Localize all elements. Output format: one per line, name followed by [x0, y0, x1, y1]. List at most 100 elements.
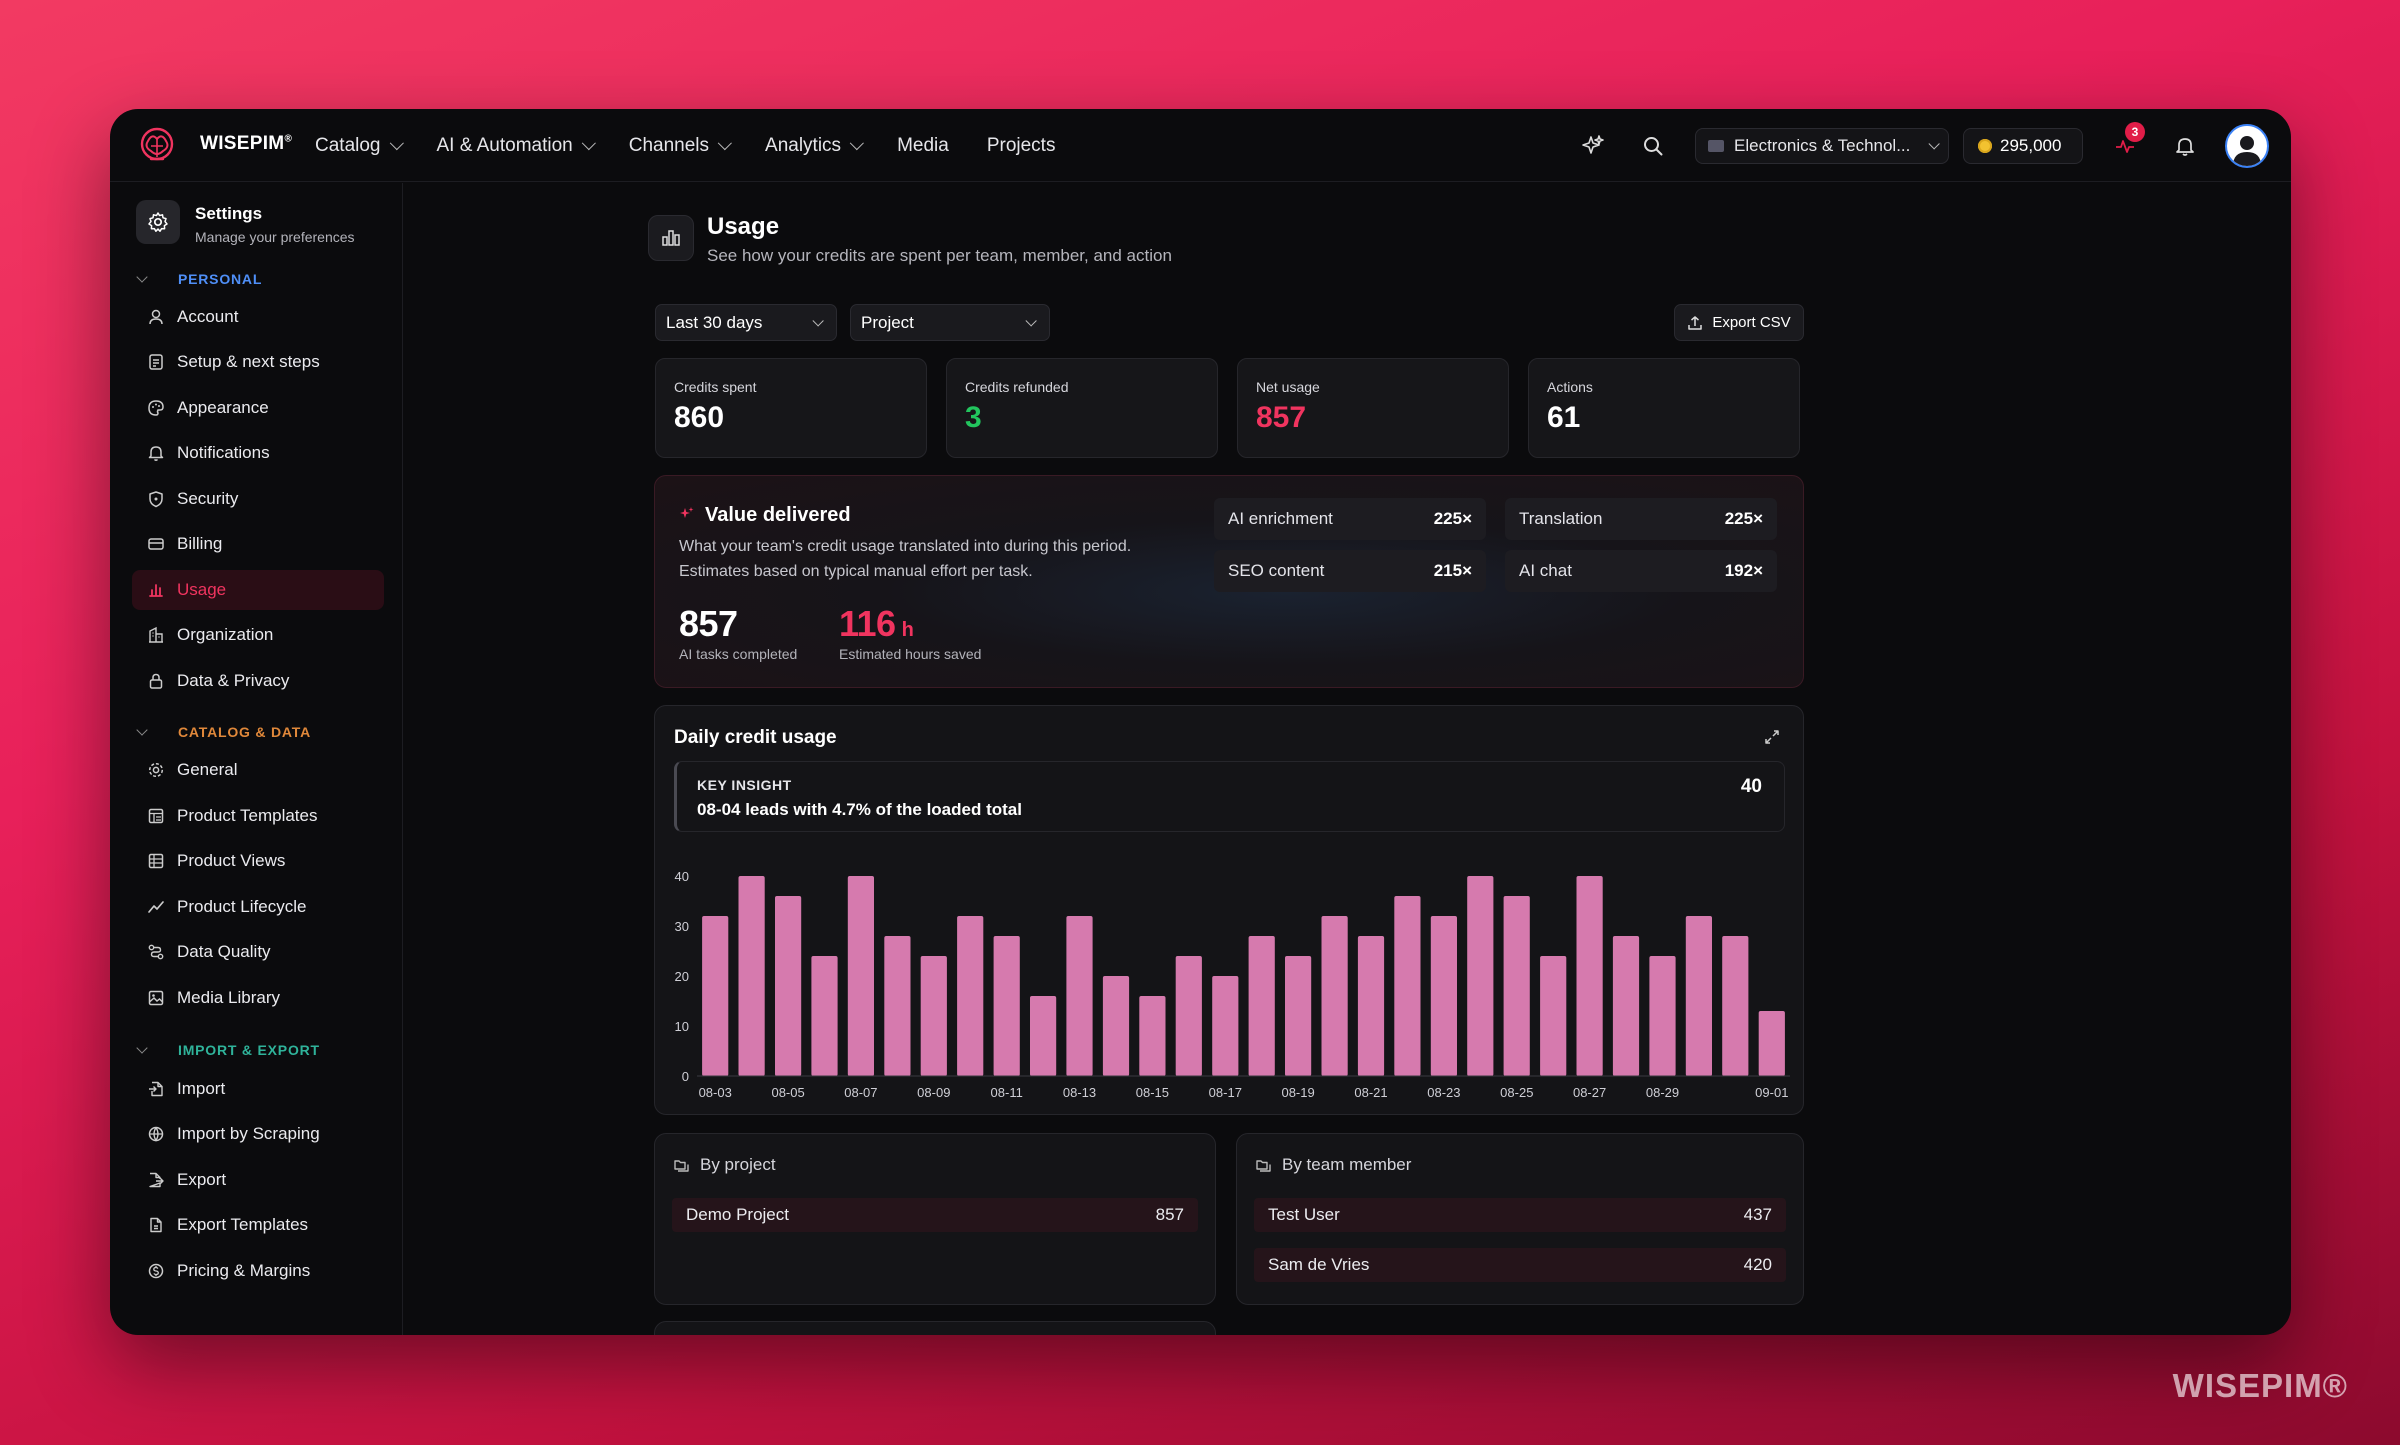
settings-subtitle: Manage your preferences [195, 229, 355, 245]
chart-bar-08-28[interactable] [1612, 936, 1640, 1076]
sidebar-item-billing[interactable]: Billing [132, 524, 384, 564]
list-item[interactable]: Test User 437 [1254, 1198, 1786, 1232]
usage-page: Usage See how your credits are spent per… [404, 183, 2291, 1335]
nav-media[interactable]: Media [897, 134, 949, 156]
section-personal[interactable]: PERSONAL [110, 270, 262, 287]
sidebar-item-data-privacy[interactable]: Data & Privacy [132, 661, 384, 701]
brand-name[interactable]: WISEPIM® [200, 133, 293, 154]
group-by-select[interactable]: Project [850, 304, 1050, 341]
chart-bar-08-18[interactable] [1248, 936, 1275, 1076]
nav-actions: Electronics & Technol... 295,000 3 [1551, 109, 2269, 182]
by-team-member-title: By team member [1282, 1155, 1412, 1174]
chart-bar-08-24[interactable] [1467, 876, 1494, 1076]
user-avatar[interactable] [2225, 123, 2269, 168]
sparkle-icon [680, 507, 694, 518]
nav-projects[interactable]: Projects [986, 134, 1056, 156]
chart-bar-08-15[interactable] [1139, 996, 1166, 1076]
activity-button[interactable]: 3 [2107, 121, 2145, 164]
nav-channels[interactable]: Channels [629, 135, 732, 157]
key-insight: KEY INSIGHT 08-04 leads with 4.7% of the… [674, 761, 1785, 832]
ai-sparkle-button[interactable] [1575, 128, 1611, 164]
chart-bar-09-01[interactable] [1758, 1011, 1785, 1076]
value-delivered-title: Value delivered [705, 504, 851, 526]
sidebar-item-import[interactable]: Import [132, 1069, 384, 1109]
brand-logo-icon[interactable] [137, 127, 177, 165]
sidebar-item-organization[interactable]: Organization [132, 615, 384, 655]
bar-chart-icon [648, 215, 694, 261]
chart-bar-08-11[interactable] [993, 936, 1020, 1076]
credits-balance[interactable]: 295,000 [1963, 127, 2083, 164]
notifications-button[interactable] [2167, 128, 2203, 164]
chart-bar-08-08[interactable] [884, 936, 911, 1076]
chart-bar-08-29[interactable] [1649, 956, 1676, 1076]
chart-bar-08-17[interactable] [1212, 976, 1239, 1076]
chart-bar-08-31[interactable] [1722, 936, 1749, 1076]
value-chip-ai-enrichment: AI enrichment 225× [1214, 498, 1486, 540]
stat-credits-refunded: Credits refunded 3 [946, 358, 1218, 458]
section-import-export[interactable]: IMPORT & EXPORT [110, 1041, 320, 1058]
sidebar-item-notifications[interactable]: Notifications [132, 433, 384, 473]
by-project-title: By project [700, 1155, 776, 1174]
sidebar-item-security[interactable]: Security [132, 479, 384, 519]
chart-bar-08-03[interactable] [702, 916, 729, 1076]
sidebar-item-media-library[interactable]: Media Library [132, 978, 384, 1018]
list-item[interactable]: Demo Project 857 [672, 1198, 1198, 1232]
chart-bar-08-25[interactable] [1503, 896, 1530, 1076]
export-csv-button[interactable]: Export CSV [1674, 304, 1804, 341]
chart-bar-08-21[interactable] [1357, 936, 1385, 1076]
chevron-down-icon [1025, 314, 1037, 327]
value-delivered-description: What your team's credit usage translated… [679, 538, 1132, 580]
x-tick-label: 09-01 [1755, 1085, 1788, 1100]
sidebar-item-export[interactable]: Export [132, 1160, 384, 1200]
chart-bar-08-10[interactable] [957, 916, 984, 1076]
sidebar-item-product-lifecycle[interactable]: Product Lifecycle [132, 887, 384, 927]
sidebar-item-appearance[interactable]: Appearance [132, 388, 384, 428]
chart-bar-08-06[interactable] [811, 956, 838, 1076]
chart-bar-08-27[interactable] [1576, 876, 1603, 1076]
chart-bar-08-13[interactable] [1066, 916, 1093, 1076]
file-import-icon [146, 1079, 166, 1099]
sidebar-item-data-quality[interactable]: Data Quality [132, 932, 384, 972]
chevron-down-icon [136, 270, 148, 283]
lock-icon [146, 671, 166, 691]
chart-bar-08-16[interactable] [1175, 956, 1202, 1076]
chart-bar-08-20[interactable] [1321, 916, 1348, 1076]
nav-ai-automation[interactable]: AI & Automation [437, 135, 596, 157]
sidebar-item-account[interactable]: Account [132, 297, 384, 337]
chart-bar-08-23[interactable] [1430, 916, 1457, 1076]
tasks-completed-value: 857 [679, 603, 738, 644]
sidebar-item-product-templates[interactable]: Product Templates [132, 796, 384, 836]
list-item[interactable]: Sam de Vries 420 [1254, 1248, 1786, 1282]
search-button[interactable] [1635, 128, 1671, 164]
sidebar-item-export-templates[interactable]: Export Templates [132, 1205, 384, 1245]
sidebar-item-usage[interactable]: Usage [132, 570, 384, 610]
chart-bar-08-22[interactable] [1394, 896, 1421, 1076]
sidebar-item-setup[interactable]: Setup & next steps [132, 342, 384, 382]
chart-bar-08-04[interactable] [738, 876, 765, 1076]
sidebar-item-product-views[interactable]: Product Views [132, 841, 384, 881]
nav-analytics[interactable]: Analytics [765, 135, 864, 157]
workflow-icon [146, 942, 166, 962]
chart-bar-08-07[interactable] [847, 876, 874, 1076]
sidebar-item-pricing-margins[interactable]: Pricing & Margins [132, 1251, 384, 1291]
checklist-icon [146, 352, 166, 372]
nav-catalog[interactable]: Catalog [315, 135, 404, 157]
expand-button[interactable] [1763, 728, 1781, 751]
x-tick-label: 08-19 [1281, 1085, 1314, 1100]
value-delivered-card: Value delivered What your team's credit … [654, 475, 1804, 688]
gear-icon [146, 760, 166, 780]
chart-bar-08-30[interactable] [1685, 916, 1712, 1076]
chart-bar-08-19[interactable] [1285, 956, 1312, 1076]
chart-bar-08-14[interactable] [1102, 976, 1130, 1076]
period-select[interactable]: Last 30 days [655, 304, 837, 341]
chevron-down-icon [717, 135, 732, 150]
chart-bar-08-05[interactable] [775, 896, 802, 1076]
sidebar-item-import-scraping[interactable]: Import by Scraping [132, 1114, 384, 1154]
chart-bar-08-12[interactable] [1030, 996, 1057, 1076]
chart-bar-08-26[interactable] [1540, 956, 1567, 1076]
store-selector[interactable]: Electronics & Technol... [1695, 127, 1949, 164]
app-window: WISEPIM® Catalog AI & Automation Channel… [110, 109, 2291, 1335]
sidebar-item-general[interactable]: General [132, 750, 384, 790]
section-catalog-data[interactable]: CATALOG & DATA [110, 723, 311, 740]
chart-bar-08-09[interactable] [920, 956, 947, 1076]
